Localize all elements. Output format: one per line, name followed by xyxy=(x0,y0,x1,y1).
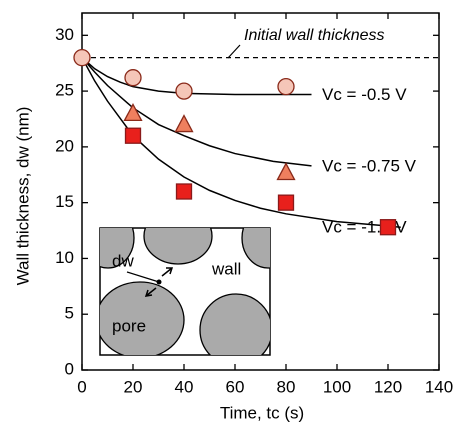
fit-curve xyxy=(81,57,312,96)
y-tick-label: 0 xyxy=(65,359,74,378)
point xyxy=(276,162,296,181)
x-axis-label: Time, tc (s) xyxy=(220,403,304,422)
pore-shape xyxy=(199,293,270,355)
pore-shape xyxy=(241,228,270,269)
pore-shape xyxy=(100,281,185,355)
x-tick-label: 80 xyxy=(277,377,296,396)
point xyxy=(124,127,142,144)
y-tick-label: 10 xyxy=(55,248,74,267)
x-tick-label: 140 xyxy=(425,377,453,396)
pores xyxy=(100,228,270,355)
dw-dot xyxy=(156,279,162,285)
series-label: Vc = -0.5 V xyxy=(322,85,407,104)
fit-curve xyxy=(81,57,401,228)
inset-label: wall xyxy=(211,259,241,278)
fit-curve xyxy=(81,57,312,167)
inset: dw wall pore xyxy=(99,227,271,356)
y-tick-label: 20 xyxy=(55,136,74,155)
series-label: Vc = -0.75 V xyxy=(322,156,417,175)
point xyxy=(174,114,194,133)
x-tick-label: 60 xyxy=(226,377,245,396)
x-tick-label: 40 xyxy=(175,377,194,396)
pore-shape xyxy=(143,228,213,265)
point xyxy=(73,48,91,67)
point xyxy=(277,194,295,211)
x-tick-label: 100 xyxy=(323,377,351,396)
plot-frame xyxy=(81,12,440,371)
point xyxy=(379,219,397,236)
x-tick-label: 20 xyxy=(124,377,143,396)
point xyxy=(175,183,193,200)
point xyxy=(175,82,193,100)
x-tick-label: 120 xyxy=(374,377,402,396)
annotation: Initial wall thickness xyxy=(244,27,385,44)
dw-arrows xyxy=(144,267,174,297)
y-tick-label: 30 xyxy=(55,25,74,44)
pore-shape xyxy=(100,228,135,269)
point xyxy=(124,69,142,87)
dw-pointer xyxy=(126,271,160,283)
point xyxy=(123,103,143,122)
inset-label: pore xyxy=(112,316,146,335)
x-tick-label: 0 xyxy=(77,377,86,396)
y-tick-label: 25 xyxy=(55,81,74,100)
y-tick-label: 5 xyxy=(65,304,74,323)
annotation-pointer xyxy=(227,44,241,59)
y-tick-label: 15 xyxy=(55,192,74,211)
y-axis-label: Wall thickness, dw (nm) xyxy=(13,107,32,286)
point xyxy=(277,77,295,96)
inset-label: dw xyxy=(112,251,134,270)
